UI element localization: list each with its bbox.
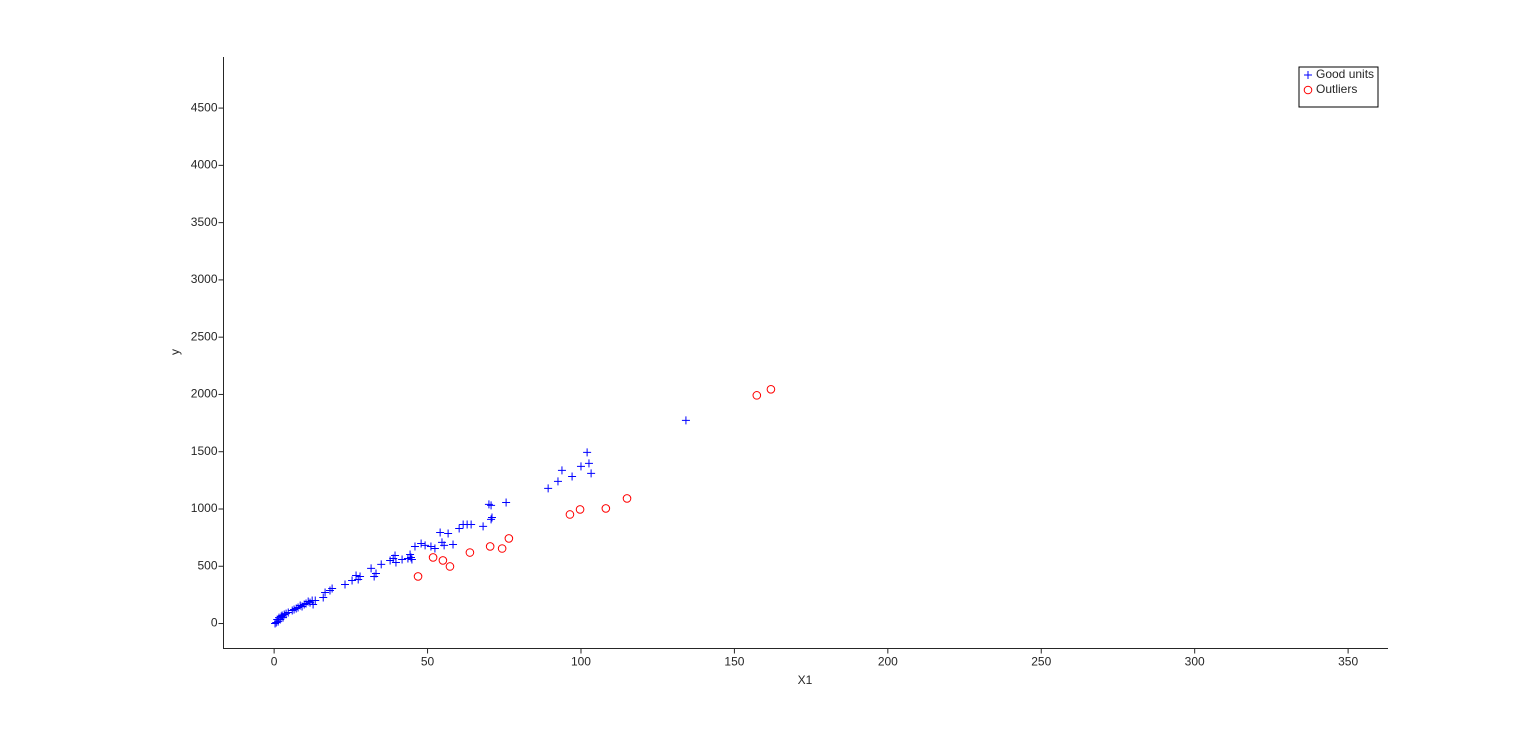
data-point [410,542,419,551]
x-tick-label: 300 [1185,655,1205,669]
data-point [417,539,426,548]
data-point [367,564,376,573]
data-point [296,601,305,610]
data-point [413,572,423,581]
data-point [752,391,762,400]
data-point [290,605,299,614]
data-point [321,588,330,597]
data-point [288,606,297,615]
y-tick-label: 500 [197,558,217,572]
y-tick-label: 0 [211,616,218,630]
data-point [487,513,496,522]
data-point [455,524,464,533]
x-tick-label: 0 [271,655,278,669]
data-point [421,541,430,550]
data-point [438,556,448,565]
data-point [274,617,283,626]
data-point [436,528,445,537]
data-point [444,529,453,538]
data-point [319,593,328,602]
data-point [485,542,495,551]
data-point [465,548,475,557]
data-point [304,597,313,606]
data-point [325,586,334,595]
data-point [428,553,438,562]
data-point [575,505,585,514]
y-tick-label: 3500 [191,215,218,229]
x-tick-label: 200 [878,655,898,669]
x-tick-label: 100 [571,655,591,669]
y-tick-label: 3000 [191,272,218,286]
data-point [487,515,496,524]
data-point [440,541,449,550]
data-point [576,462,585,471]
data-point [497,544,507,553]
data-point [557,466,566,475]
data-point [553,477,562,486]
x-tick-label: 150 [724,655,744,669]
data-point [445,562,455,571]
x-tick-label: 50 [421,655,435,669]
data-point [487,501,496,510]
y-tick-label: 1000 [191,501,218,515]
data-point [601,504,611,513]
data-point [584,459,593,468]
data-point [479,522,488,531]
data-point [309,600,318,609]
data-point [484,500,493,509]
data-point [372,569,381,578]
x-axis-label: X1 [798,673,813,687]
data-point [282,609,291,618]
data-point [407,555,416,564]
legend-marker [1304,71,1312,79]
y-tick-label: 4000 [191,158,218,172]
data-point [587,469,596,478]
legend-box [1298,66,1379,108]
data-point [356,572,365,581]
data-point [352,571,361,580]
x-tick-label: 350 [1338,655,1358,669]
data-point [681,416,690,425]
data-point [284,608,293,617]
data-point [544,484,553,493]
data-point [583,448,592,457]
data-point [426,542,435,551]
data-point [568,472,577,481]
data-point [377,560,386,569]
y-tick-label: 2000 [191,387,218,401]
y-tick-label: 4500 [191,100,218,114]
data-point [280,610,289,619]
legend-label: Outliers [1316,82,1357,96]
data-point [348,576,357,585]
data-point [278,611,287,620]
legend-label: Good units [1316,67,1374,81]
data-point [302,599,311,608]
y-tick-label: 1500 [191,444,218,458]
data-point [391,551,400,560]
legend-marker [1303,85,1313,95]
data-point [430,544,439,553]
y-tick-label: 2500 [191,329,218,343]
data-point [504,534,514,543]
data-point [328,584,337,593]
x-tick-label: 250 [1031,655,1051,669]
data-point [766,384,776,394]
data-point [294,603,303,612]
data-point [467,520,476,529]
data-point [565,510,575,519]
data-point [311,596,320,605]
data-point [622,494,632,503]
data-point [449,540,458,549]
data-point [398,555,407,564]
data-point [391,558,400,567]
y-axis-label: y [168,349,182,355]
data-point [406,553,415,562]
data-point [341,580,350,589]
data-point [502,498,511,507]
